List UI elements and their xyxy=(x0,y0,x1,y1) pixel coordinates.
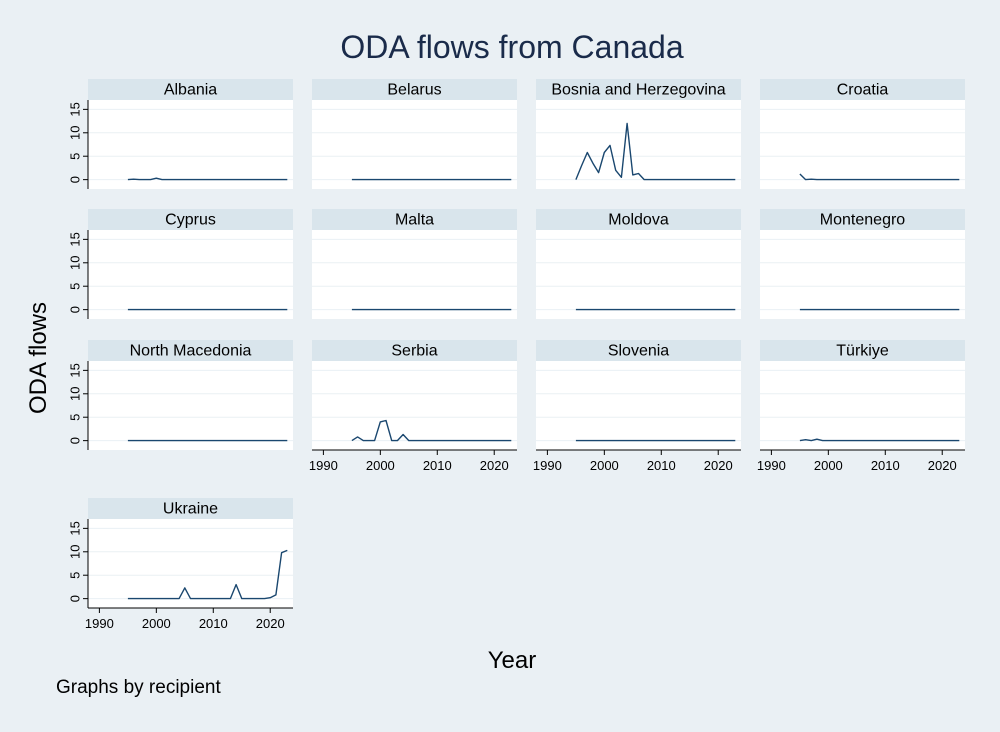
x-tick-label: 2000 xyxy=(142,616,171,631)
x-tick-label: 2010 xyxy=(423,458,452,473)
panel-title: Slovenia xyxy=(608,343,669,360)
panel-title: Serbia xyxy=(391,343,437,360)
panel-strip xyxy=(536,79,741,100)
plot-area xyxy=(536,230,741,319)
y-tick-label: 0 xyxy=(68,306,83,313)
panel-malta: Malta xyxy=(312,209,517,319)
graph-note: Graphs by recipient xyxy=(56,677,221,698)
plot-area xyxy=(88,230,293,319)
panel-title: Montenegro xyxy=(820,212,905,229)
panel-albania: Albania 0 5 10 15 xyxy=(68,79,293,189)
y-tick-label: 5 xyxy=(68,153,83,160)
y-tick-label: 15 xyxy=(68,521,83,535)
panel-strip xyxy=(88,340,293,361)
y-tick-label: 5 xyxy=(68,414,83,421)
x-tick-label: 2010 xyxy=(199,616,228,631)
panel-title: Moldova xyxy=(608,212,669,229)
y-tick-label: 0 xyxy=(68,437,83,444)
panel-title: Croatia xyxy=(837,82,889,99)
panel-strip xyxy=(88,209,293,230)
panel-north-macedonia: North Macedonia 0 5 10 15 xyxy=(68,340,293,450)
plot-area xyxy=(88,361,293,450)
panel-strip xyxy=(88,79,293,100)
series-line-ukraine xyxy=(127,549,288,600)
plot-area xyxy=(312,361,517,450)
x-tick-label: 1990 xyxy=(757,458,786,473)
y-tick-label: 0 xyxy=(68,595,83,602)
y-tick-label: 5 xyxy=(68,572,83,579)
plot-area xyxy=(88,519,293,608)
y-tick-label: 10 xyxy=(68,256,83,270)
panel-strip xyxy=(312,79,517,100)
x-tick-label: 2020 xyxy=(704,458,733,473)
plot-area xyxy=(312,100,517,189)
facet-panels: Albania 0 5 10 15 Belarus Bosnia and Herzegovi… xyxy=(68,79,965,631)
plot-area xyxy=(536,361,741,450)
series-line-albania xyxy=(127,177,288,181)
plot-area xyxy=(88,100,293,189)
y-tick-label: 10 xyxy=(68,387,83,401)
x-tick-label: 2010 xyxy=(647,458,676,473)
panel-title: Belarus xyxy=(387,82,441,99)
series-line-bosnia-and-herzegovina xyxy=(575,122,736,181)
x-tick-label: 2020 xyxy=(480,458,509,473)
panel-strip xyxy=(312,340,517,361)
panel-bosnia-and-herzegovina: Bosnia and Herzegovina xyxy=(536,79,741,189)
y-tick-label: 0 xyxy=(68,176,83,183)
plot-area xyxy=(312,230,517,319)
panel-title: Ukraine xyxy=(163,501,218,518)
x-tick-label: 2000 xyxy=(366,458,395,473)
panel-montenegro: Montenegro xyxy=(760,209,965,319)
series-line-turkiye xyxy=(799,438,960,442)
panel-cyprus: Cyprus 0 5 10 15 xyxy=(68,209,293,319)
panel-title: North Macedonia xyxy=(130,343,252,360)
x-tick-label: 2000 xyxy=(814,458,843,473)
panel-title: Cyprus xyxy=(165,212,216,229)
panel-strip xyxy=(760,209,965,230)
x-tick-label: 1990 xyxy=(533,458,562,473)
panel-turkiye: Türkiye 1990 2000 2010 2020 xyxy=(757,340,965,473)
panel-slovenia: Slovenia 1990 2000 2010 2020 xyxy=(533,340,741,473)
panel-ukraine: Ukraine 0 5 10 15 1990 2000 2010 2020 xyxy=(68,498,293,631)
chart-title: ODA flows from Canada xyxy=(340,29,683,65)
y-axis-title: ODA flows xyxy=(25,302,52,414)
y-tick-label: 10 xyxy=(68,545,83,559)
plot-area xyxy=(536,100,741,189)
panel-title: Bosnia and Herzegovina xyxy=(551,82,725,99)
plot-area xyxy=(760,361,965,450)
x-tick-label: 2010 xyxy=(871,458,900,473)
x-tick-label: 1990 xyxy=(85,616,114,631)
y-tick-label: 5 xyxy=(68,283,83,290)
y-tick-label: 15 xyxy=(68,232,83,246)
y-tick-label: 15 xyxy=(68,363,83,377)
plot-area xyxy=(760,230,965,319)
x-tick-label: 2020 xyxy=(928,458,957,473)
panel-strip xyxy=(536,340,741,361)
panel-strip xyxy=(536,209,741,230)
panel-strip xyxy=(312,209,517,230)
panel-croatia: Croatia xyxy=(760,79,965,189)
panel-strip xyxy=(88,498,293,519)
panel-title: Malta xyxy=(395,212,434,229)
x-tick-label: 2020 xyxy=(256,616,285,631)
panel-moldova: Moldova xyxy=(536,209,741,319)
x-tick-label: 1990 xyxy=(309,458,338,473)
panel-title: Türkiye xyxy=(836,343,889,360)
plot-area xyxy=(760,100,965,189)
series-line-croatia xyxy=(799,173,960,181)
panel-serbia: Serbia 1990 2000 2010 2020 xyxy=(309,340,517,473)
x-tick-label: 2000 xyxy=(590,458,619,473)
panel-strip xyxy=(760,79,965,100)
x-axis-title: Year xyxy=(488,647,537,674)
y-tick-label: 10 xyxy=(68,126,83,140)
panel-strip xyxy=(760,340,965,361)
y-tick-label: 15 xyxy=(68,102,83,116)
panel-title: Albania xyxy=(164,82,217,99)
series-line-serbia xyxy=(351,419,512,442)
panel-belarus: Belarus xyxy=(312,79,517,189)
